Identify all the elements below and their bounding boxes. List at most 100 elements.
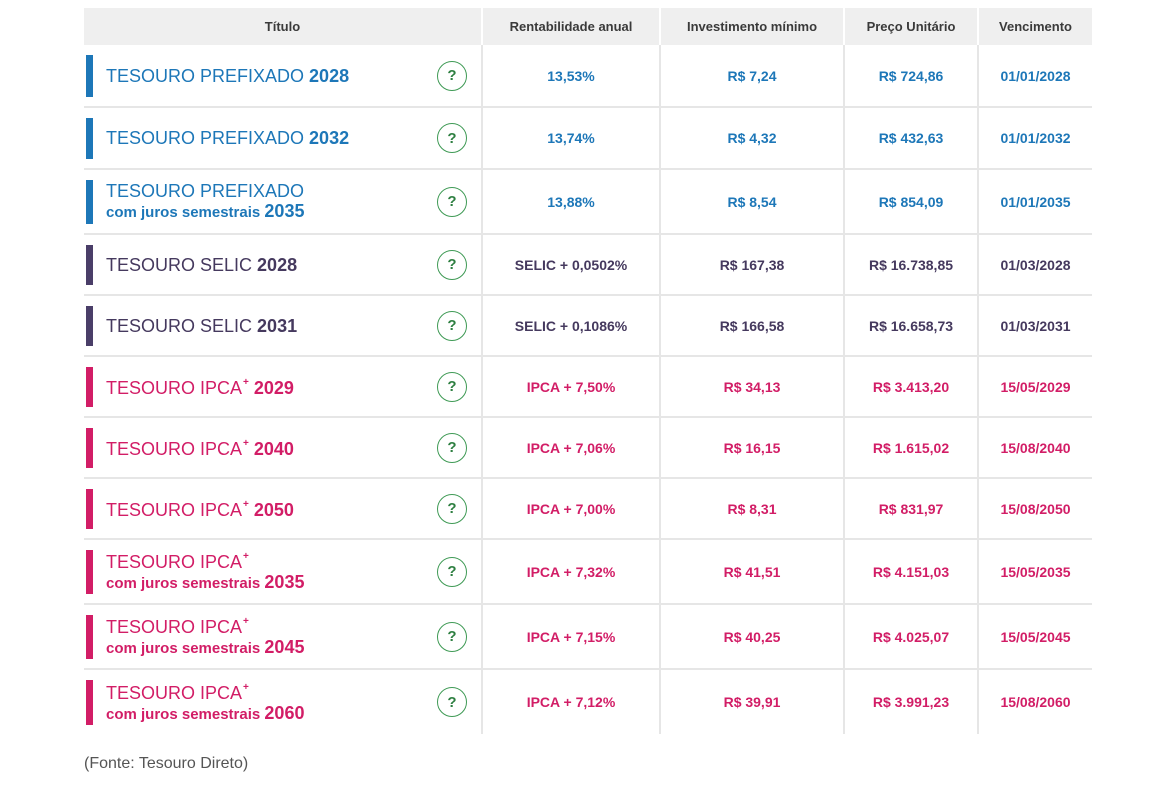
table-row[interactable]: TESOURO PREFIXADO com juros semestrais 20… <box>84 169 1092 235</box>
cell-titulo[interactable]: TESOURO IPCA+ com juros semestrais 2045? <box>84 604 483 670</box>
cell-vencimento: 15/08/2060 <box>1000 694 1071 710</box>
table-row[interactable]: TESOURO PREFIXADO 2028? 13,53% R$ 7,24 R$ 7… <box>84 45 1092 108</box>
title-superscript: + <box>243 499 249 510</box>
header-vencimento[interactable]: Vencimento <box>978 8 1092 45</box>
cell-vencimento: 01/03/2028 <box>978 234 1092 296</box>
question-circle-icon[interactable]: ? <box>437 621 467 652</box>
cell-vencimento: 15/05/2035 <box>978 539 1092 605</box>
table-row[interactable]: TESOURO PREFIXADO 2032? 13,74% R$ 4,32 R$ 4… <box>84 107 1092 170</box>
category-color-bar <box>86 615 93 659</box>
title-subtitle-line: com juros semestrais 2060 <box>106 703 481 725</box>
cell-rentabilidade: IPCA + 7,15% <box>482 604 661 670</box>
category-color-bar <box>86 489 93 529</box>
cell-investimento: R$ 8,54 <box>660 169 845 235</box>
cell-investimento: R$ 4,32 <box>660 107 845 170</box>
cell-vencimento: 15/08/2050 <box>978 478 1092 540</box>
cell-titulo[interactable]: TESOURO IPCA+ com juros semestrais 2035? <box>84 539 483 605</box>
category-color-bar <box>86 428 93 468</box>
question-circle-icon[interactable]: ? <box>437 493 467 524</box>
title-name: TESOURO PREFIXADO <box>106 128 305 148</box>
question-circle-icon[interactable]: ? <box>437 123 467 153</box>
cell-vencimento: 15/08/2040 <box>978 417 1092 479</box>
header-investimento[interactable]: Investimento mínimo <box>660 8 845 45</box>
cell-rentabilidade: SELIC + 0,0502% <box>482 234 661 296</box>
title-subtitle: com juros semestrais <box>106 705 261 723</box>
title-name: TESOURO PREFIXADO <box>106 180 305 201</box>
cell-investimento: R$ 40,25 <box>660 604 845 670</box>
cell-preco: R$ 854,09 <box>844 169 979 235</box>
cell-preco: R$ 3.413,20 <box>844 356 979 418</box>
cell-titulo[interactable]: TESOURO IPCA+ com juros semestrais 2060? <box>84 669 483 734</box>
source-caption: (Fonte: Tesouro Direto) <box>84 755 249 772</box>
title-subtitle-line: com juros semestrais 2035 <box>106 201 481 223</box>
cell-preco: R$ 16.738,85 <box>844 234 979 296</box>
title-superscript: + <box>243 616 249 627</box>
title-year: 2028 <box>309 65 350 86</box>
title-year: 2060 <box>264 702 305 723</box>
title-name: TESOURO SELIC <box>106 254 253 275</box>
header-rentabilidade[interactable]: Rentabilidade anual <box>482 8 661 45</box>
question-circle-icon[interactable]: ? <box>437 687 467 717</box>
question-circle-icon[interactable]: ? <box>437 60 467 91</box>
title-name: TESOURO IPCA <box>106 552 243 572</box>
cell-titulo[interactable]: TESOURO SELIC 2031? <box>84 295 483 357</box>
cell-titulo[interactable]: TESOURO PREFIXADO com juros semestrais 20… <box>84 169 483 235</box>
table-row[interactable]: TESOURO IPCA+ com juros semestrais 2060? I… <box>84 669 1092 734</box>
title-name-line: TESOURO IPCA+ <box>106 680 481 703</box>
table-row[interactable]: TESOURO SELIC 2031? SELIC + 0,1086% R$ 166… <box>84 295 1092 357</box>
question-circle-icon[interactable]: ? <box>437 310 467 341</box>
table-row[interactable]: TESOURO IPCA+ 2050? IPCA + 7,00% R$ 8,31 R$… <box>84 478 1092 540</box>
table-row[interactable]: TESOURO IPCA+ 2029? IPCA + 7,50% R$ 34,13 R… <box>84 356 1092 418</box>
question-circle-icon[interactable]: ? <box>437 556 467 587</box>
cell-investimento: R$ 8,31 <box>660 478 845 540</box>
cell-rentabilidade: IPCA + 7,32% <box>482 539 661 605</box>
cell-titulo[interactable]: TESOURO IPCA+ 2029? <box>84 356 483 418</box>
title-name: TESOURO SELIC <box>106 315 253 336</box>
cell-titulo[interactable]: TESOURO IPCA+ 2040? <box>84 417 483 479</box>
category-color-bar <box>86 680 93 725</box>
table-row[interactable]: TESOURO SELIC 2028? SELIC + 0,0502% R$ 167… <box>84 234 1092 296</box>
cell-investimento: R$ 7,24 <box>660 45 845 108</box>
cell-titulo[interactable]: TESOURO PREFIXADO 2028? <box>84 45 483 108</box>
title-year: 2035 <box>264 200 305 221</box>
title-name-line: TESOURO PREFIXADO 2032 <box>106 128 481 148</box>
question-circle-icon[interactable]: ? <box>437 249 467 280</box>
title-name-line: TESOURO IPCA+ 2050 <box>106 497 481 520</box>
title-superscript: + <box>243 377 249 388</box>
question-circle-icon[interactable]: ? <box>437 186 467 217</box>
table-body: TESOURO PREFIXADO 2028? 13,53% R$ 7,24 R$ 7… <box>84 45 1092 734</box>
category-color-bar <box>86 118 93 159</box>
cell-preco: R$ 432,63 <box>844 107 979 170</box>
cell-investimento: R$ 166,58 <box>660 295 845 357</box>
title-name: TESOURO IPCA <box>106 378 243 398</box>
title-name: TESOURO IPCA <box>106 682 243 703</box>
cell-investimento: R$ 167,38 <box>660 234 845 296</box>
title-year: 2045 <box>264 637 305 657</box>
tesouro-table: Título Rentabilidade anual Investimento … <box>84 8 1092 734</box>
title-name-line: TESOURO SELIC 2031 <box>106 316 481 336</box>
category-color-bar <box>86 55 93 97</box>
table-row[interactable]: TESOURO IPCA+ com juros semestrais 2035? I… <box>84 539 1092 605</box>
title-name-line: TESOURO PREFIXADO 2028 <box>106 66 481 86</box>
title-name-line: TESOURO PREFIXADO <box>106 181 481 201</box>
title-name-line: TESOURO IPCA+ <box>106 549 481 572</box>
cell-titulo[interactable]: TESOURO PREFIXADO 2032? <box>84 107 483 170</box>
table-row[interactable]: TESOURO IPCA+ 2040? IPCA + 7,06% R$ 16,15 R… <box>84 417 1092 479</box>
question-circle-icon[interactable]: ? <box>437 371 467 402</box>
cell-investimento: R$ 34,13 <box>660 356 845 418</box>
cell-preco: R$ 4.151,03 <box>844 539 979 605</box>
cell-investimento: R$ 39,91 <box>660 669 845 734</box>
header-preco[interactable]: Preço Unitário <box>844 8 979 45</box>
cell-vencimento: 01/01/2032 <box>978 107 1092 170</box>
cell-titulo[interactable]: TESOURO IPCA+ 2050? <box>84 478 483 540</box>
table-row[interactable]: TESOURO IPCA+ com juros semestrais 2045? I… <box>84 604 1092 670</box>
header-titulo[interactable]: Título <box>84 8 483 45</box>
title-superscript: + <box>243 681 249 693</box>
question-circle-icon[interactable]: ? <box>437 432 467 463</box>
cell-titulo[interactable]: TESOURO SELIC 2028? <box>84 234 483 296</box>
title-year: 2029 <box>253 378 294 398</box>
cell-preco: R$ 16.658,73 <box>844 295 979 357</box>
title-name-line: TESOURO IPCA+ <box>106 614 481 637</box>
category-color-bar <box>86 306 93 346</box>
title-year: 2032 <box>309 128 350 148</box>
